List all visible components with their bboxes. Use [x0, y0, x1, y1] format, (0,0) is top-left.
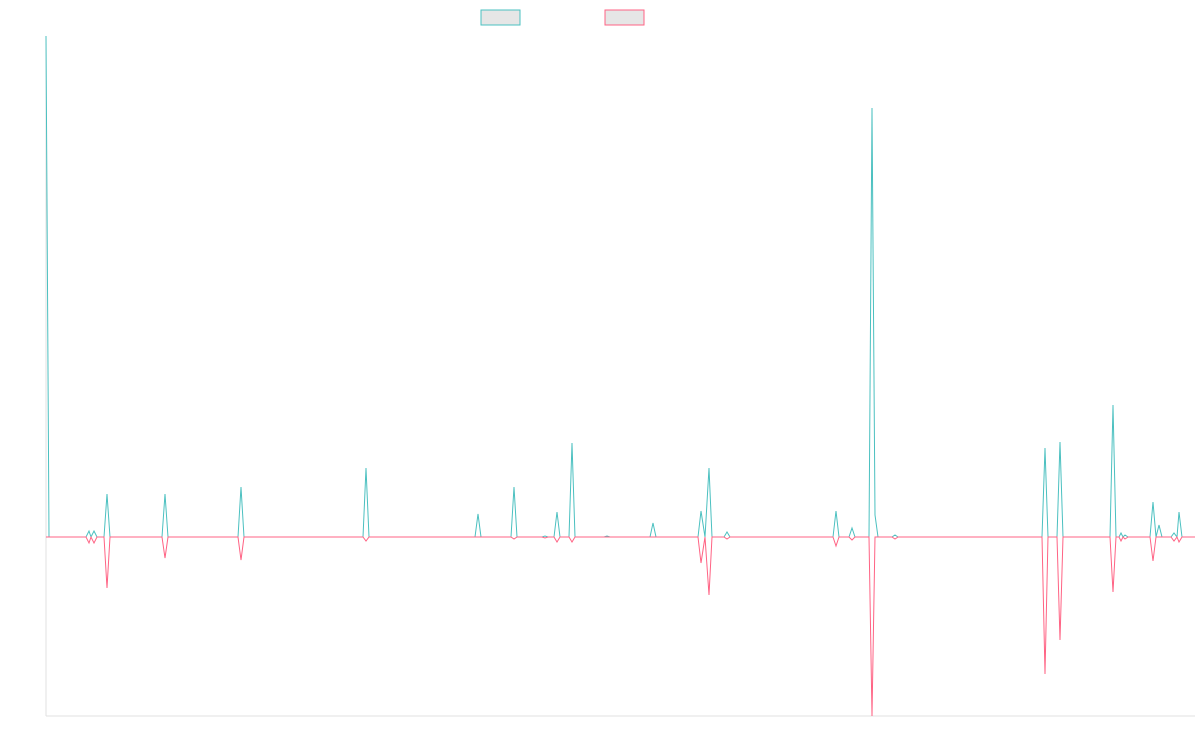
series-line — [46, 535, 1195, 717]
series-line — [45, 35, 1195, 539]
legend-swatch — [480, 9, 521, 26]
legend-swatch — [604, 9, 645, 26]
